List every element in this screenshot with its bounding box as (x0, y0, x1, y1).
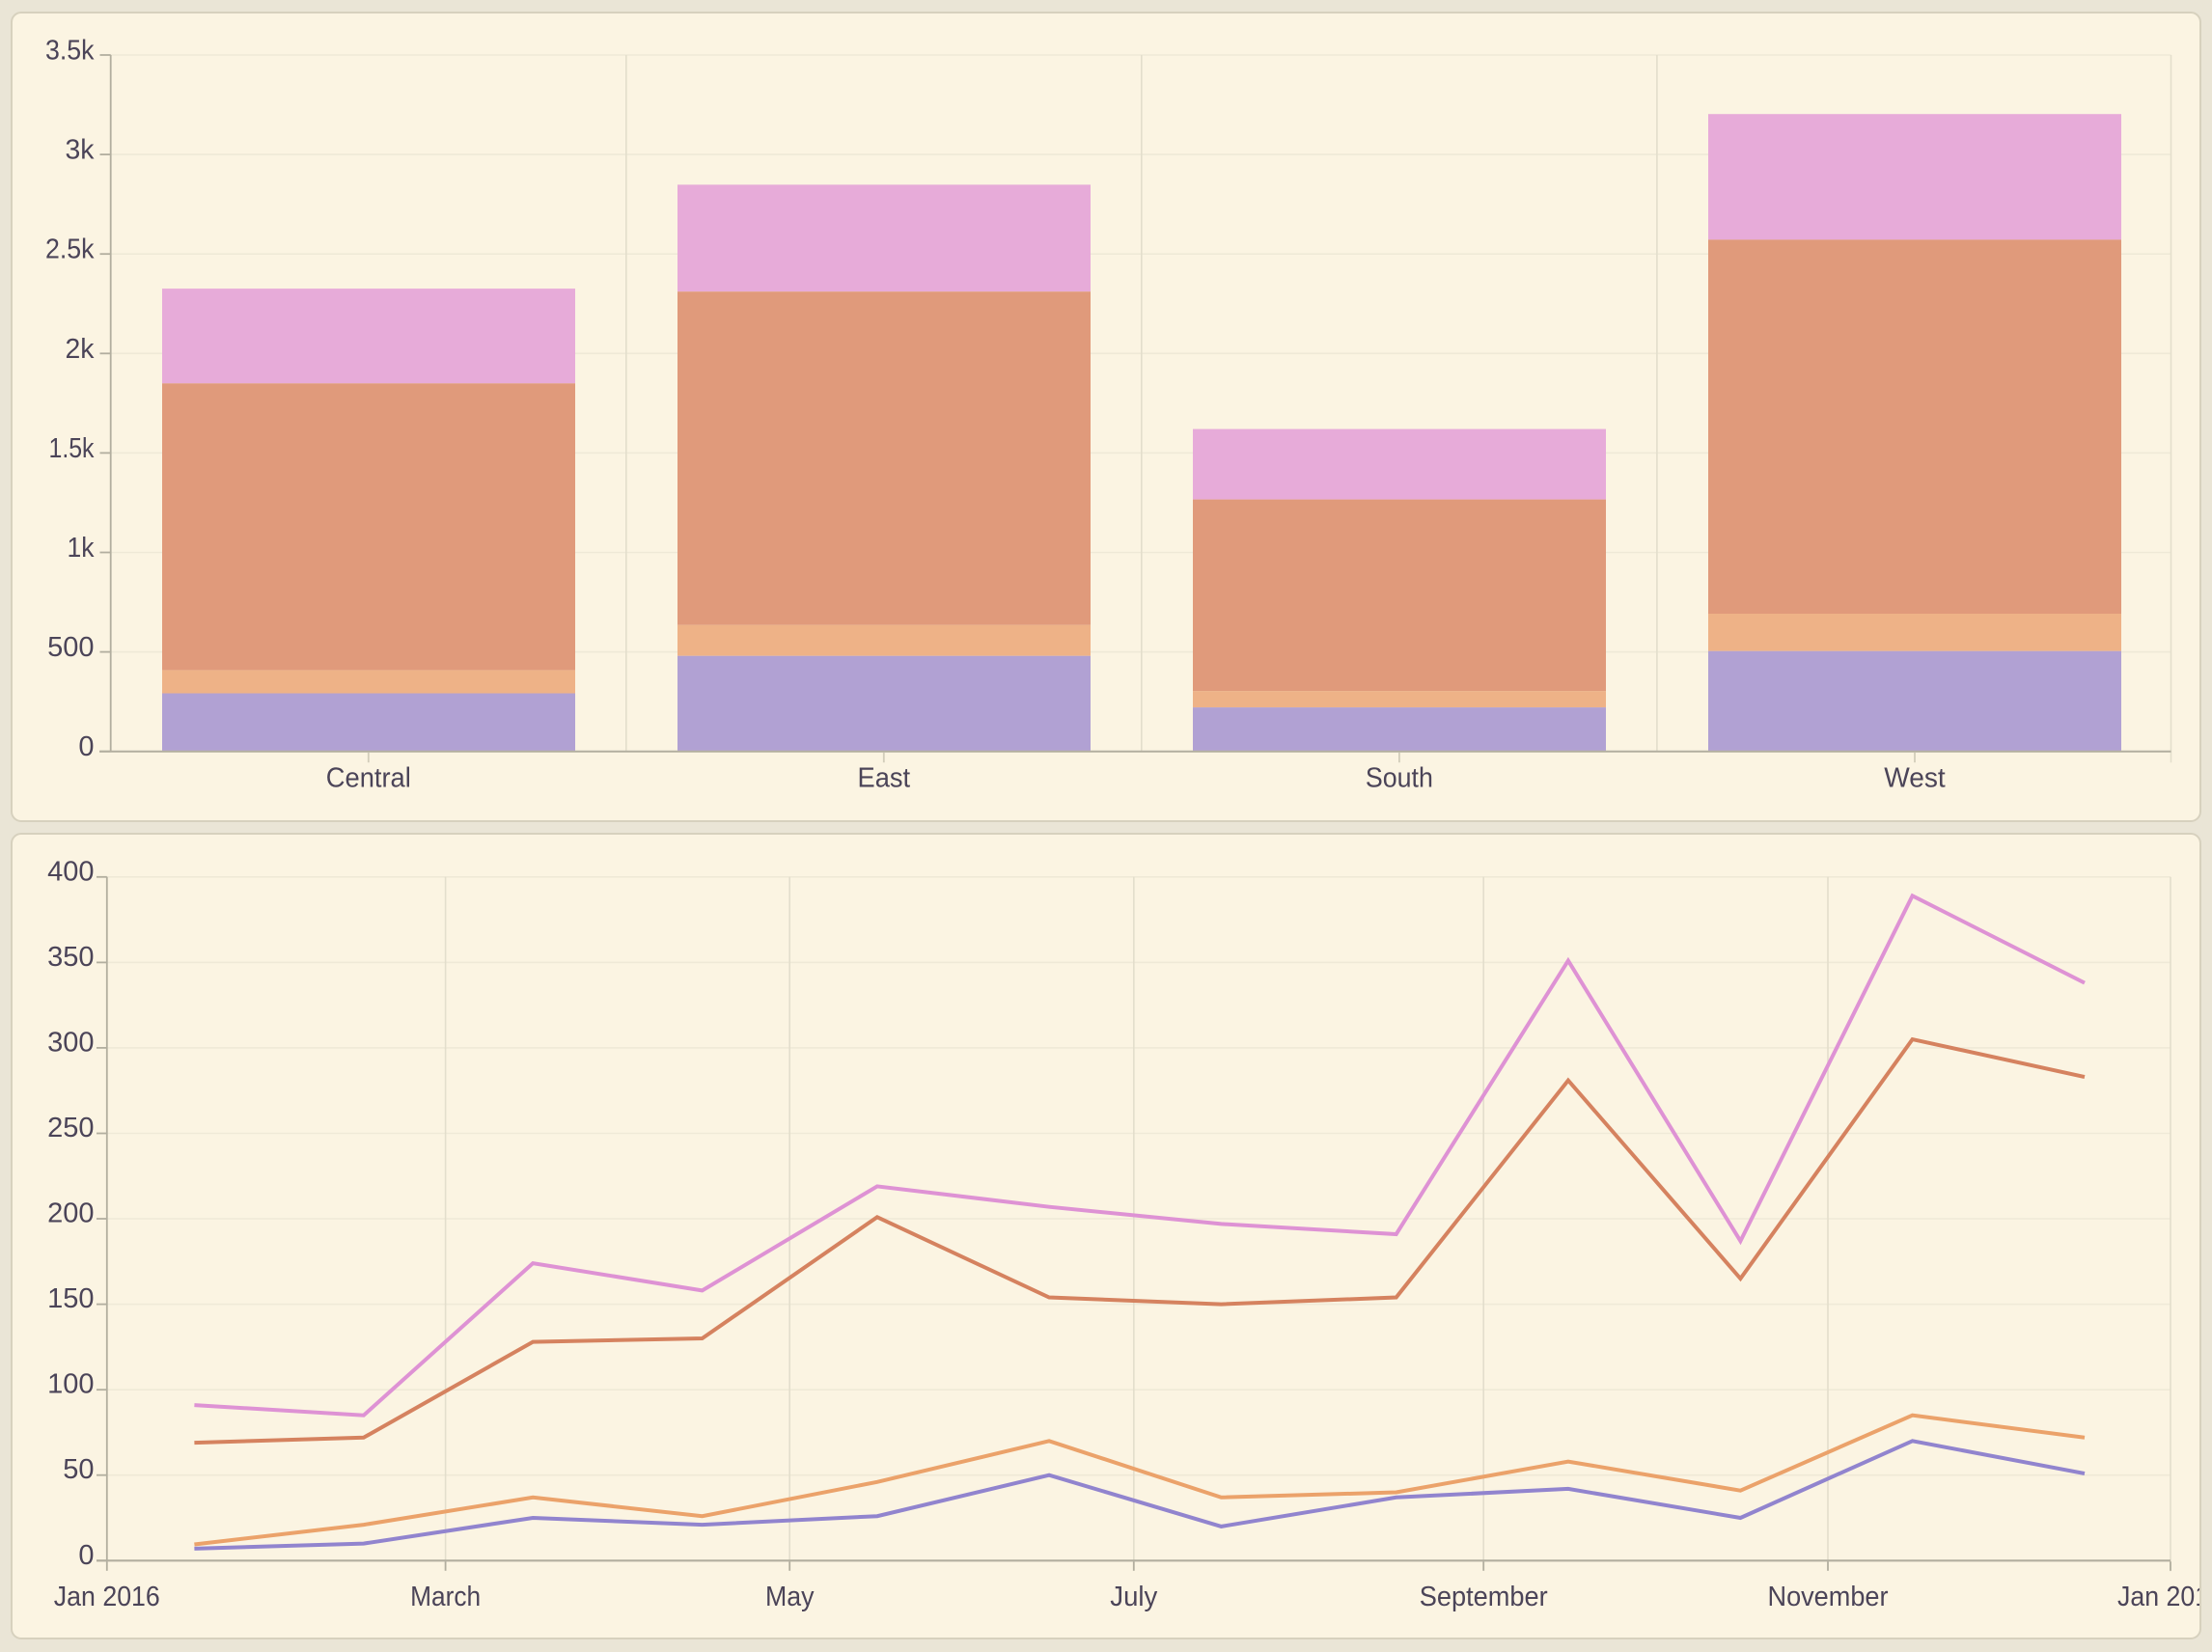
svg-text:May: May (765, 1582, 815, 1612)
svg-text:September: September (1420, 1582, 1548, 1612)
svg-text:0: 0 (78, 731, 94, 762)
svg-text:November: November (1768, 1582, 1889, 1612)
svg-text:400: 400 (47, 856, 94, 887)
svg-text:350: 350 (47, 942, 94, 973)
svg-text:Jan 2017: Jan 2017 (2117, 1582, 2212, 1612)
svg-text:1.5k: 1.5k (49, 433, 95, 464)
svg-text:3.5k: 3.5k (45, 36, 95, 67)
svg-text:July: July (1110, 1582, 1157, 1612)
svg-text:200: 200 (47, 1198, 94, 1229)
svg-text:300: 300 (47, 1027, 94, 1058)
svg-text:Jan 2016: Jan 2016 (54, 1582, 160, 1612)
svg-text:2k: 2k (66, 334, 95, 365)
svg-text:West: West (1884, 762, 1946, 793)
svg-text:0: 0 (78, 1540, 94, 1571)
svg-text:150: 150 (47, 1283, 94, 1314)
svg-text:500: 500 (47, 632, 94, 663)
svg-text:March: March (410, 1582, 481, 1612)
svg-text:3k: 3k (66, 135, 95, 166)
svg-text:50: 50 (63, 1454, 94, 1485)
svg-text:1k: 1k (68, 533, 95, 564)
svg-text:100: 100 (47, 1369, 94, 1400)
svg-text:East: East (858, 762, 911, 793)
svg-text:250: 250 (47, 1113, 94, 1143)
svg-text:South: South (1366, 762, 1433, 793)
svg-text:2.5k: 2.5k (45, 234, 95, 265)
svg-text:Central: Central (326, 762, 411, 793)
